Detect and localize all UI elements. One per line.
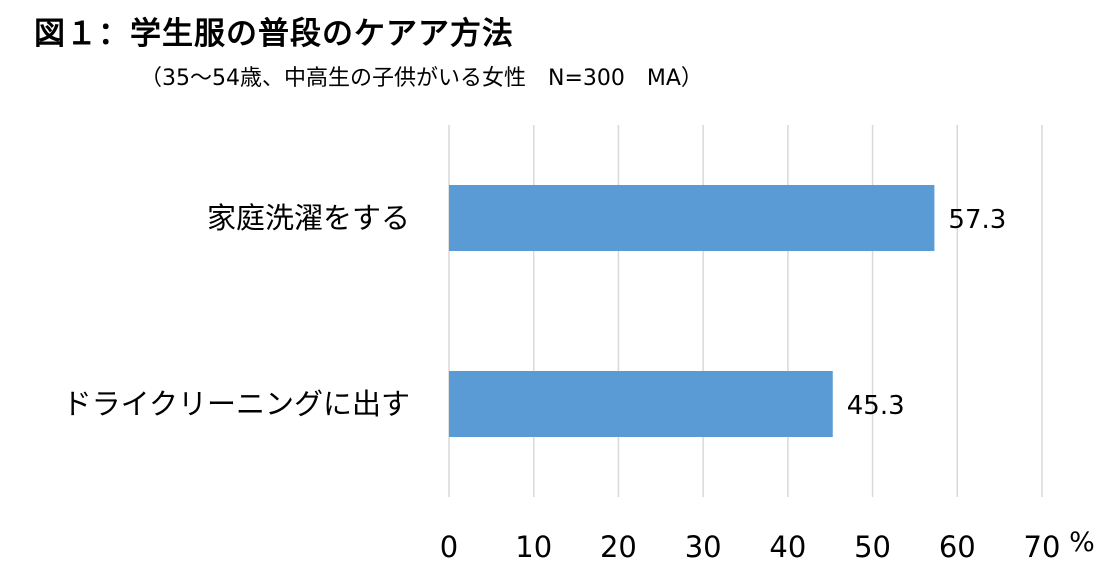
bar [449,371,833,437]
bar [449,185,935,251]
x-tick-label: 70 [1024,530,1061,564]
x-tick-label: 20 [600,530,637,564]
chart-subtitle: （35～54歳、中高生の子供がいる女性 N=300 MA） [140,66,703,91]
x-tick-label: 60 [939,530,976,564]
x-tick-label: 10 [515,530,552,564]
x-axis-unit: % [1069,527,1095,558]
x-tick-label: 0 [440,530,458,564]
data-label: 45.3 [847,391,905,421]
x-tick-label: 50 [854,530,891,564]
data-label: 57.3 [948,205,1006,235]
x-tick-label: 40 [769,530,806,564]
x-tick-label: 30 [685,530,722,564]
chart-title: 図１：学生服の普段のケアア方法 [34,16,514,52]
category-label: ドライクリーニングに出す [63,387,410,421]
category-label: 家庭洗濯をする [207,201,410,235]
